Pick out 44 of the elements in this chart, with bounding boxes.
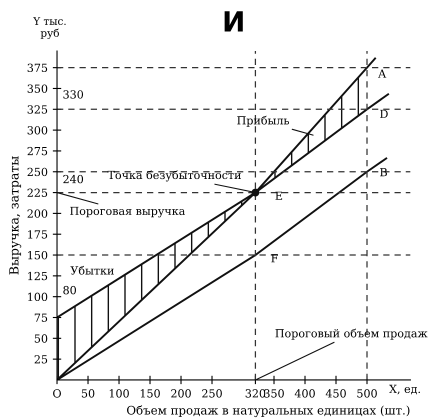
annotation: A <box>378 70 386 78</box>
annotation: 330 <box>63 90 84 99</box>
x-tick-label: 50 <box>82 389 94 398</box>
y-tick-label: 250 <box>28 168 48 176</box>
y-tick-label: 100 <box>28 292 48 302</box>
chart-title: И <box>224 11 243 32</box>
x-tick-label: 400 <box>294 389 315 398</box>
annotation: Точка безубыточности <box>108 170 241 182</box>
x-tick-label: 200 <box>171 389 191 398</box>
annotation: Убытки <box>70 266 114 275</box>
y-tick-label: 75 <box>34 314 48 322</box>
text: Y тыс. руб <box>33 17 66 40</box>
annotation: 80 <box>63 286 76 294</box>
x-tick-label: 450 <box>326 389 346 398</box>
y-tick-label: 350 <box>28 84 48 93</box>
y-tick-label: 25 <box>34 355 48 364</box>
y-tick-label: 325 <box>28 105 48 114</box>
y-tick-label: 150 <box>28 251 48 260</box>
annotation: Пороговая выручка <box>70 206 185 218</box>
y-tick-label: 125 <box>28 272 48 280</box>
y-tick-label: 175 <box>28 230 48 239</box>
text: X, ед. <box>389 384 420 394</box>
x-axis-title: Объем продаж в натуральных единицах (шт.) <box>127 405 410 418</box>
annotation: F <box>271 254 278 262</box>
x-tick-label: 350 <box>264 389 284 398</box>
annotation: Пороговый объем продаж <box>275 328 428 340</box>
y-tick-label: 50 <box>34 334 48 343</box>
x-tick-label: 150 <box>140 389 160 398</box>
x-tick-label: 500 <box>357 389 377 398</box>
y-tick-label: 375 <box>28 64 48 72</box>
annotation: 240 <box>63 174 84 184</box>
y-tick-label: 275 <box>28 146 48 156</box>
x-tick-label: 250 <box>202 389 222 398</box>
annotation: B <box>380 168 387 176</box>
y-axis-title: Выручка, затраты <box>9 156 22 275</box>
annotation: D <box>380 110 388 118</box>
x-tick-label: O <box>53 389 61 398</box>
y-tick-label: 225 <box>28 188 48 197</box>
y-tick-label: 200 <box>28 209 48 218</box>
x-tick-label: 100 <box>110 389 129 398</box>
annotation: Прибыль <box>237 116 290 127</box>
x-tick-label: 320 <box>246 389 266 398</box>
annotation: E <box>275 192 282 200</box>
y-tick-label: 300 <box>28 126 48 134</box>
